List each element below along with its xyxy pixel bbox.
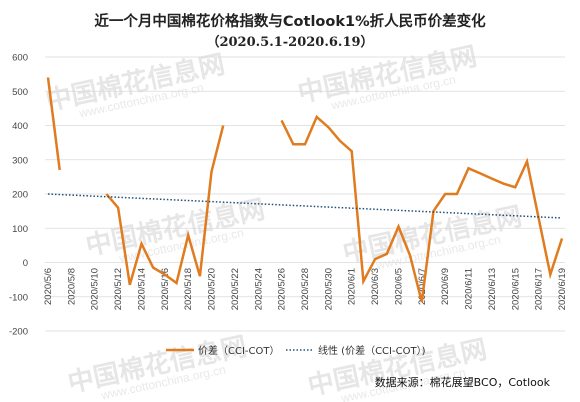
y-tick-label: 300 bbox=[12, 155, 28, 166]
series-layer bbox=[46, 77, 564, 303]
legend-label-trend: 线性 (价差（CCI-COT）) bbox=[318, 344, 426, 357]
x-tick-label: 2020/5/24 bbox=[253, 268, 264, 310]
chart-title: 近一个月中国棉花价格指数与Cotlook1%折人民币价差变化 bbox=[94, 12, 486, 30]
x-tick-label: 2020/6/3 bbox=[370, 268, 381, 305]
x-tick-label: 2020/6/5 bbox=[393, 268, 404, 305]
x-tick-label: 2020/6/19 bbox=[557, 268, 568, 310]
y-axis-ticks: 600 500 400 300 200 100 0 -100 -200 bbox=[9, 53, 28, 338]
series-line-spread bbox=[280, 114, 564, 303]
x-tick-label: 2020/6/15 bbox=[510, 268, 521, 310]
x-tick-label: 2020/6/9 bbox=[440, 268, 451, 305]
series-line-spread bbox=[46, 77, 61, 171]
legend: 价差（CCI-COT） 线性 (价差（CCI-COT）) bbox=[166, 344, 426, 357]
y-tick-label: 200 bbox=[12, 190, 28, 201]
y-tick-label: 500 bbox=[12, 87, 28, 98]
x-tick-label: 2020/5/30 bbox=[323, 268, 334, 310]
x-tick-label: 2020/5/6 bbox=[43, 268, 54, 305]
x-tick-label: 2020/6/1 bbox=[347, 268, 358, 305]
y-tick-label: 400 bbox=[12, 121, 28, 132]
x-tick-label: 2020/5/12 bbox=[113, 268, 124, 310]
y-tick-label: 600 bbox=[12, 53, 28, 64]
series-line-spread bbox=[105, 125, 225, 286]
series-line-trend bbox=[47, 193, 563, 219]
x-tick-label: 2020/5/16 bbox=[160, 268, 171, 310]
chart-subtitle: （2020.5.1-2020.6.19） bbox=[206, 34, 373, 50]
x-tick-label: 2020/5/8 bbox=[66, 268, 77, 305]
x-tick-label: 2020/6/7 bbox=[417, 268, 428, 305]
grid-lines bbox=[45, 56, 565, 332]
y-tick-label: 0 bbox=[23, 258, 28, 269]
x-tick-label: 2020/5/26 bbox=[277, 268, 288, 310]
x-tick-label: 2020/5/22 bbox=[230, 268, 241, 310]
x-tick-label: 2020/6/17 bbox=[534, 268, 545, 310]
x-tick-label: 2020/6/11 bbox=[464, 268, 475, 310]
legend-label-spread: 价差（CCI-COT） bbox=[198, 344, 279, 357]
y-tick-label: 100 bbox=[12, 224, 28, 235]
x-tick-label: 2020/5/14 bbox=[136, 268, 147, 310]
x-tick-label: 2020/5/10 bbox=[90, 268, 101, 310]
y-tick-label: -200 bbox=[9, 327, 28, 338]
x-tick-label: 2020/5/18 bbox=[183, 268, 194, 310]
x-tick-label: 2020/5/20 bbox=[207, 268, 218, 310]
source-label: 数据来源：棉花展望BCO，Cotlook bbox=[375, 375, 551, 389]
y-tick-label: -100 bbox=[9, 292, 28, 303]
x-tick-label: 2020/6/13 bbox=[487, 268, 498, 310]
x-axis-ticks: 2020/5/6 2020/5/8 2020/5/10 2020/5/12 2020/5… bbox=[43, 268, 568, 310]
x-tick-label: 2020/5/28 bbox=[300, 268, 311, 310]
